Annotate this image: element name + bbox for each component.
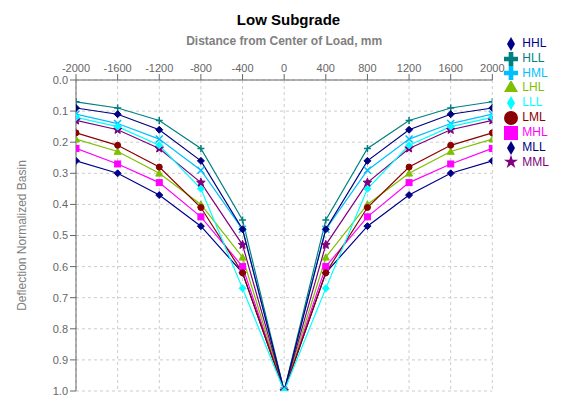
svg-text:-400: -400 xyxy=(232,62,254,74)
svg-text:0.5: 0.5 xyxy=(53,229,68,241)
svg-text:Distance from Center of Load,: Distance from Center of Load, mm xyxy=(186,34,382,48)
svg-text:0.0: 0.0 xyxy=(53,74,68,86)
html-text:HML: HML xyxy=(522,65,548,80)
svg-text:-1600: -1600 xyxy=(104,62,132,74)
html-text:MLL: MLL xyxy=(522,139,546,154)
html-text:MML: MML xyxy=(522,154,549,169)
html-text:LHL: LHL xyxy=(522,80,545,95)
svg-text:2000: 2000 xyxy=(480,62,504,74)
svg-text:0.6: 0.6 xyxy=(53,261,68,273)
svg-text:0.2: 0.2 xyxy=(53,136,68,148)
svg-text:1200: 1200 xyxy=(397,62,421,74)
svg-text:-800: -800 xyxy=(190,62,212,74)
html-text:LML: LML xyxy=(522,110,546,125)
html-text:HLL: HLL xyxy=(522,50,545,65)
html-text:Low Subgrade: Low Subgrade xyxy=(236,11,341,28)
svg-text:Deflection Normalized Basin: Deflection Normalized Basin xyxy=(15,160,29,311)
svg-text:1.0: 1.0 xyxy=(53,385,68,397)
svg-text:-2000: -2000 xyxy=(62,62,90,74)
html-text:MHL: MHL xyxy=(522,125,548,139)
html-text:LLL: LLL xyxy=(522,95,543,110)
svg-text:400: 400 xyxy=(317,62,335,74)
svg-text:0.9: 0.9 xyxy=(53,354,68,366)
html-text:HHL: HHL xyxy=(522,36,547,50)
svg-text:0.4: 0.4 xyxy=(53,198,68,210)
svg-text:0.7: 0.7 xyxy=(53,292,68,304)
svg-text:1600: 1600 xyxy=(438,62,462,74)
svg-text:0.3: 0.3 xyxy=(53,167,68,179)
svg-text:0.8: 0.8 xyxy=(53,323,68,335)
svg-text:800: 800 xyxy=(358,62,376,74)
svg-text:0: 0 xyxy=(281,62,287,74)
svg-text:0.1: 0.1 xyxy=(53,105,68,117)
svg-text:-1200: -1200 xyxy=(145,62,173,74)
